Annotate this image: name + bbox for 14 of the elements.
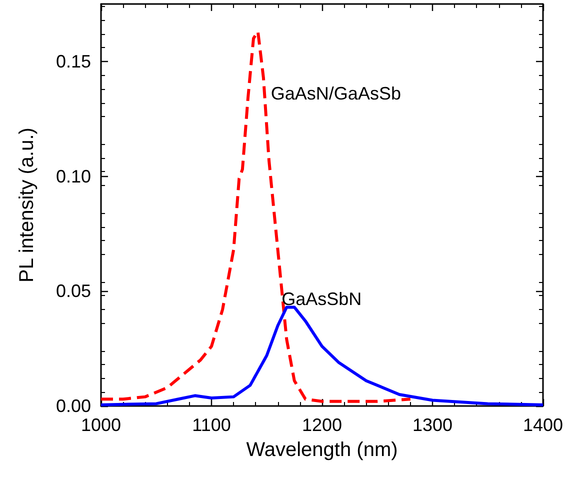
y-tick-label: 0.15: [56, 51, 91, 72]
x-tick-label: 1100: [192, 415, 231, 435]
y-tick-label: 0.10: [56, 166, 91, 186]
x-tick-label: 1200: [302, 415, 342, 435]
series-label: GaAsSbN: [282, 289, 362, 310]
line-series: [100, 30, 412, 403]
series-label: GaAsN/GaAsSb: [270, 84, 401, 104]
y-tick-label: 0.05: [56, 281, 91, 302]
x-tick-label: 1000: [80, 415, 122, 435]
x-axis-title: Wavelength (nm): [246, 439, 398, 461]
y-axis-title: PL intensity (a.u.): [16, 128, 38, 282]
x-tick-label: 1400: [522, 415, 564, 435]
x-tick-label: 1300: [412, 415, 453, 435]
y-tick-label: 0.00: [56, 396, 91, 416]
